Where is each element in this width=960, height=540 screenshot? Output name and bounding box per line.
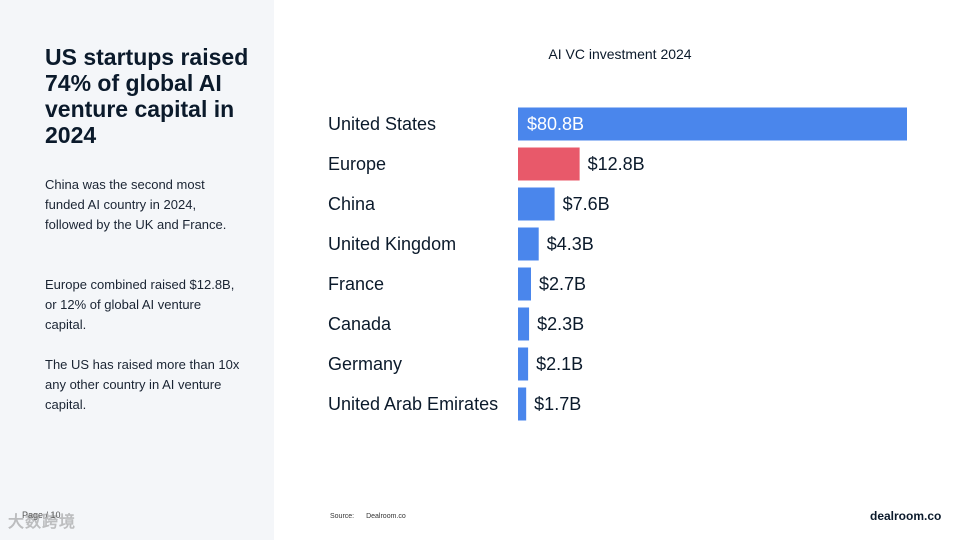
sidebar-panel: US startups raised 74% of global AI vent… — [0, 0, 274, 540]
category-label: Germany — [328, 354, 402, 374]
value-label: $80.8B — [527, 114, 584, 134]
bar — [518, 307, 530, 341]
category-label: United Kingdom — [328, 234, 456, 254]
headline: US startups raised 74% of global AI vent… — [45, 44, 249, 148]
bar — [518, 387, 527, 421]
category-label: Europe — [328, 154, 386, 174]
summary-paragraph-3: The US has raised more than 10x any othe… — [45, 357, 240, 412]
value-label: $1.7B — [534, 394, 581, 414]
bar — [518, 187, 555, 221]
bar — [518, 347, 529, 381]
summary-paragraph-2: Europe combined raised $12.8B, or 12% of… — [45, 277, 235, 332]
source-value: Dealroom.co — [366, 513, 406, 520]
brand-logo: dealroom.co — [870, 509, 942, 523]
value-label: $2.7B — [539, 274, 586, 294]
page-number: Page / 10 — [22, 510, 61, 520]
watermark-logo: 大数跨境 — [8, 514, 77, 531]
value-label: $2.1B — [536, 354, 583, 374]
category-label: United States — [328, 114, 436, 134]
bar-chart: United States $80.8B Europe $12.8B China $7.6… — [328, 107, 907, 421]
bar — [518, 107, 907, 141]
category-label: United Arab Emirates — [328, 394, 498, 414]
value-label: $4.3B — [547, 234, 594, 254]
value-label: $2.3B — [537, 314, 584, 334]
bar — [518, 147, 580, 181]
source-label: Source: — [330, 513, 355, 520]
value-label: $7.6B — [563, 194, 610, 214]
bar — [518, 267, 531, 301]
category-label: France — [328, 274, 384, 294]
category-label: Canada — [328, 314, 392, 334]
chart-title: AI VC investment 2024 — [548, 46, 692, 62]
category-label: China — [328, 194, 376, 214]
source-note: Source: Dealroom.co — [330, 513, 406, 520]
summary-paragraph-1: China was the second most funded AI coun… — [45, 177, 227, 232]
value-label: $12.8B — [588, 154, 645, 174]
bar — [518, 227, 539, 261]
